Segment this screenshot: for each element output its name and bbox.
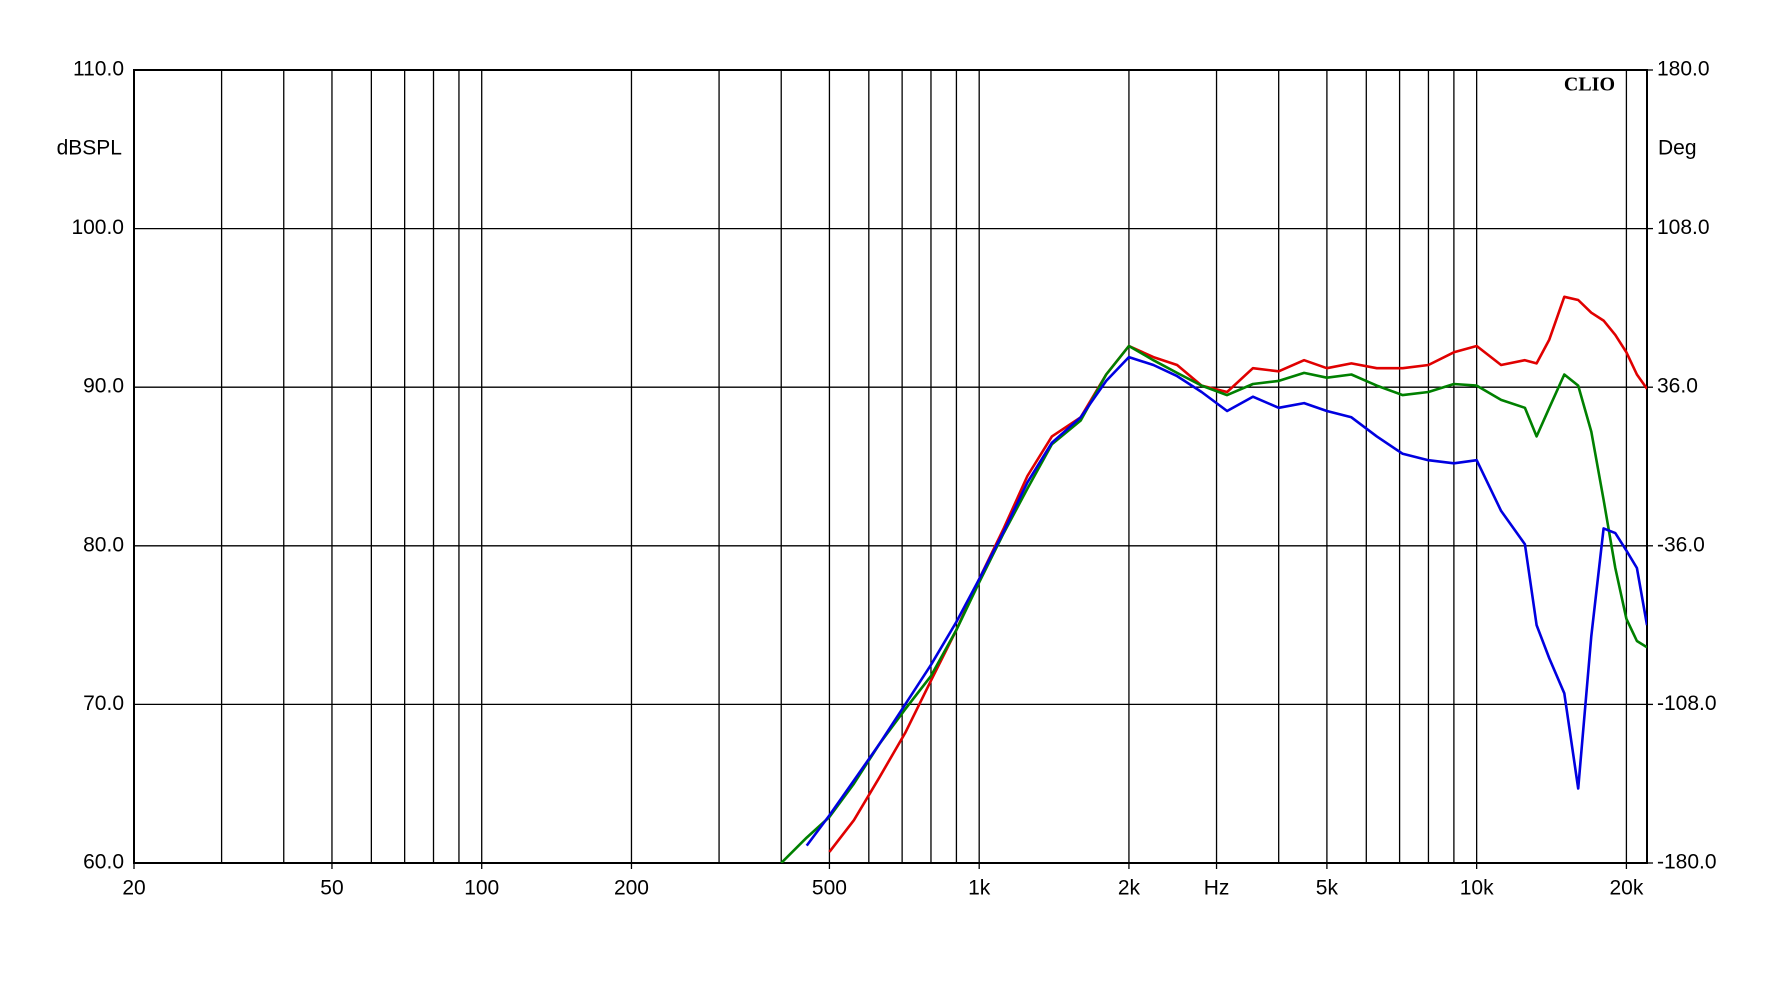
y-tick-label: 110.0 xyxy=(73,58,124,81)
line-series xyxy=(780,344,1647,863)
y2-axis-label: Deg xyxy=(1658,137,1697,160)
x-tick-label: 20 xyxy=(122,877,145,900)
x-tick-label: Hz xyxy=(1204,877,1230,900)
x-tick-label: 200 xyxy=(614,877,649,900)
logo: CLIO xyxy=(1564,74,1615,96)
x-tick-label: 50 xyxy=(320,877,343,900)
plot-area xyxy=(780,295,1647,863)
y-tick-label: 80.0 xyxy=(83,533,124,556)
y-axis-label: dBSPL xyxy=(57,137,122,160)
x-tick-label: 5k xyxy=(1316,877,1339,900)
y2-tick-label: -36.0 xyxy=(1657,533,1705,556)
plot-frame xyxy=(133,69,1648,864)
y-tick-label: 60.0 xyxy=(83,851,124,874)
x-tick-label: 10k xyxy=(1460,877,1494,900)
x-tick-label: 1k xyxy=(968,877,991,900)
x-tick-label: 500 xyxy=(812,877,847,900)
y-tick-label: 100.0 xyxy=(71,216,124,239)
y2-tick-label: 108.0 xyxy=(1657,216,1710,239)
x-tick-label: 2k xyxy=(1118,877,1141,900)
y-tick-label: 70.0 xyxy=(83,692,124,715)
y-tick-label: 90.0 xyxy=(83,375,124,398)
x-tick-label: 100 xyxy=(464,877,499,900)
y2-tick-label: 36.0 xyxy=(1657,375,1698,398)
y2-tick-label: 180.0 xyxy=(1657,58,1710,81)
x-tick-label: 20k xyxy=(1609,877,1643,900)
y2-tick-label: -180.0 xyxy=(1657,851,1717,874)
y2-tick-label: -108.0 xyxy=(1657,692,1717,715)
line-series xyxy=(805,355,1647,847)
